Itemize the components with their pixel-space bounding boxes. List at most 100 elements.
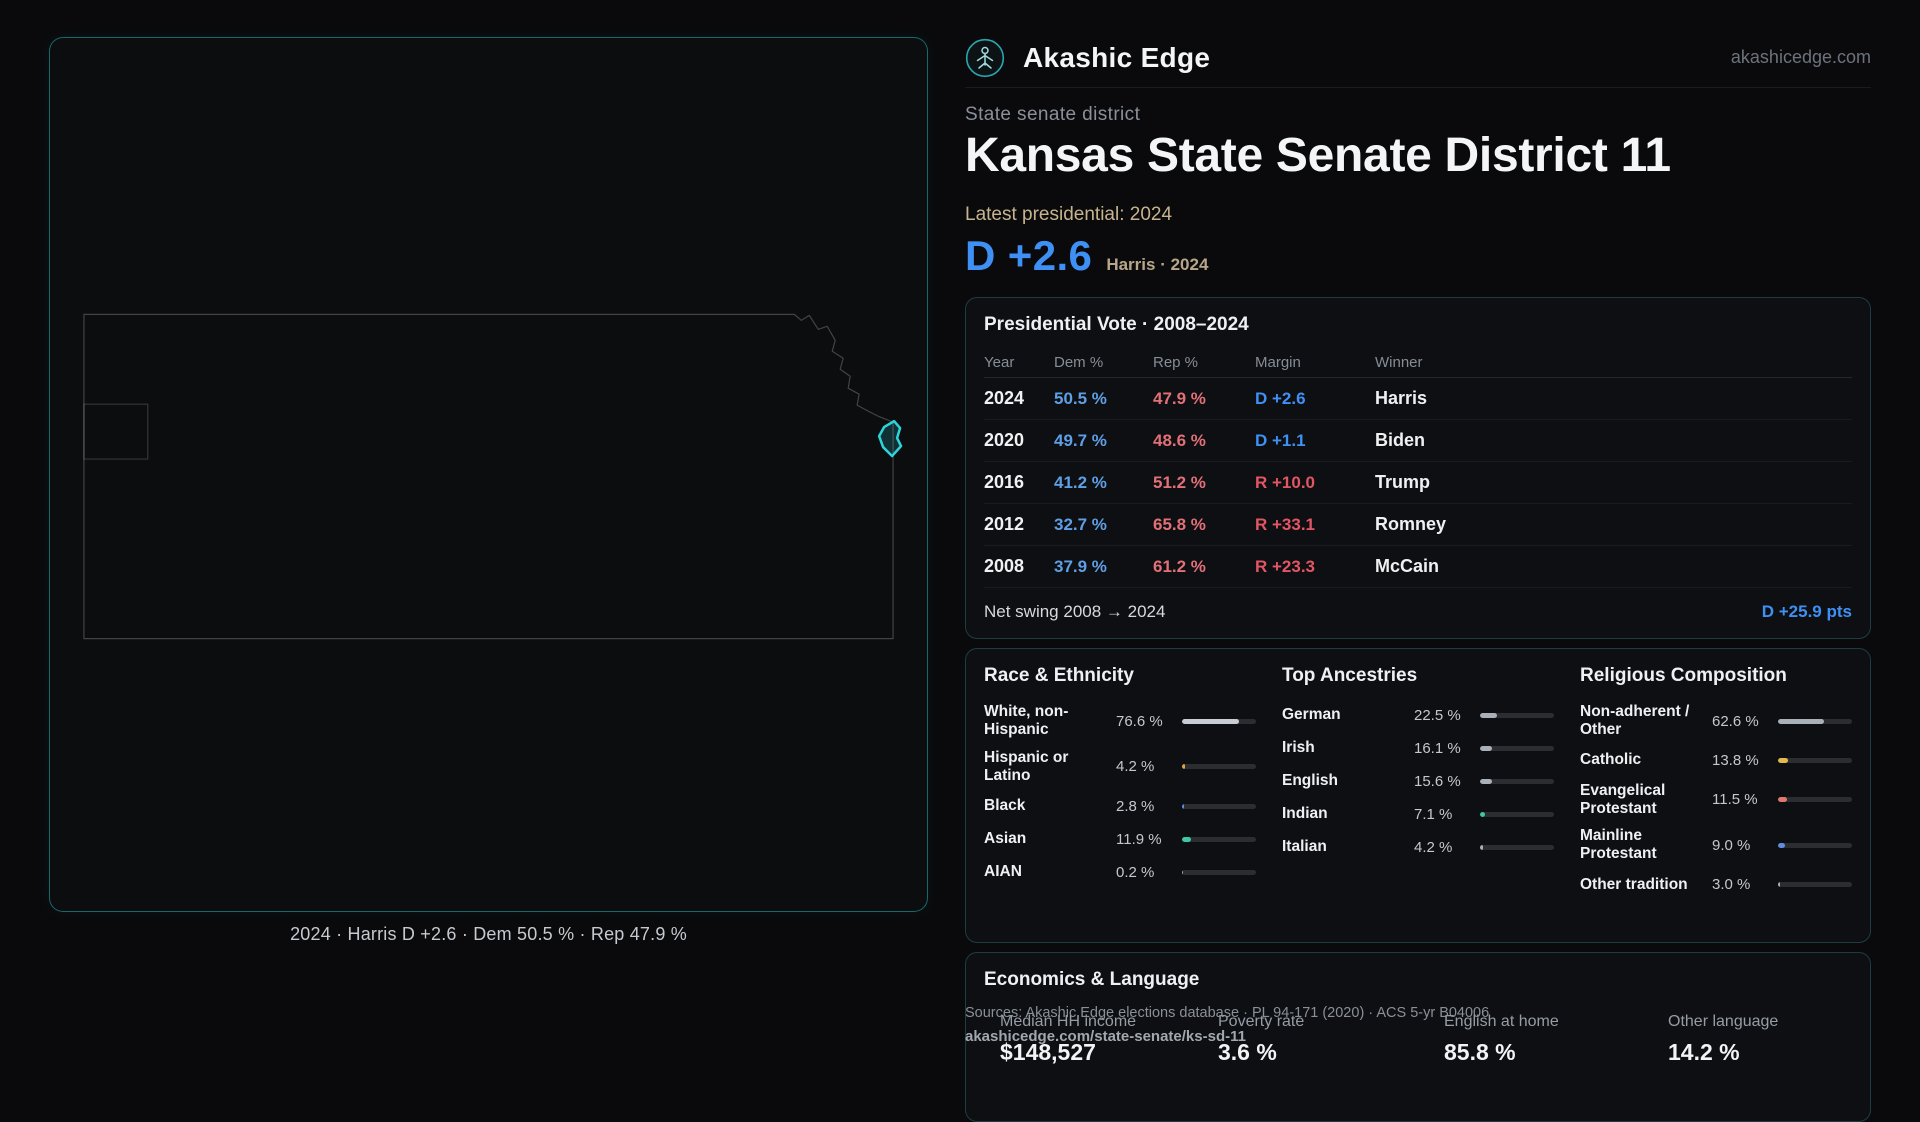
- district-11-shape[interactable]: [877, 419, 903, 458]
- econ-stat: Other language 14.2 %: [1668, 1013, 1852, 1066]
- page-title: Kansas State Senate District 11: [965, 129, 1671, 182]
- bar-fill: [1480, 778, 1492, 784]
- bar-fill: [1778, 797, 1787, 803]
- bar-track: [1182, 803, 1256, 809]
- ancestry-value: 22.5 %: [1414, 706, 1461, 724]
- econ-stat-label: Other language: [1668, 1013, 1779, 1030]
- econ-stat-value: 14.2 %: [1668, 1039, 1740, 1065]
- col-winner: Winner: [1375, 354, 1423, 371]
- county-box: [83, 403, 149, 460]
- col-year: Year: [984, 354, 1015, 371]
- vote-year: 2008: [984, 556, 1025, 576]
- ancestry-row: German 22.5 %: [1282, 703, 1554, 727]
- demographics-grid: Race & Ethnicity White, non-Hispanic 76.…: [984, 665, 1852, 906]
- religion-value: 11.5 %: [1712, 791, 1758, 809]
- bar-fill: [1182, 718, 1239, 724]
- bar-track: [1778, 718, 1852, 724]
- vote-winner: McCain: [1375, 556, 1440, 576]
- ancestry-label: Indian: [1282, 804, 1328, 822]
- econ-stat-label: English at home: [1444, 1013, 1559, 1030]
- ancestry-row: Irish 16.1 %: [1282, 736, 1554, 760]
- bar-track: [1182, 764, 1256, 770]
- presidential-vote-card: Presidential Vote · 2008–2024 Year Dem %…: [965, 297, 1871, 639]
- headline: D +2.6 Harris · 2024: [965, 232, 1208, 280]
- bar-track: [1778, 882, 1852, 888]
- econ-stat: Poverty rate 3.6 %: [1218, 1013, 1444, 1066]
- ancestry-value: 7.1 %: [1414, 805, 1453, 823]
- religion-label: Catholic: [1580, 751, 1642, 769]
- race-label: White, non-Hispanic: [984, 703, 1069, 739]
- ancestry-value: 15.6 %: [1414, 772, 1461, 790]
- vote-row: 2012 32.7 % 65.8 % R +33.1 Romney: [984, 504, 1852, 546]
- ancestry-row: Italian 4.2 %: [1282, 835, 1554, 859]
- econ-stat-label: Poverty rate: [1218, 1013, 1305, 1030]
- ancestry-value: 16.1 %: [1414, 739, 1461, 757]
- race-label: Asian: [984, 829, 1027, 847]
- econ-stat-value: $148,527: [1000, 1039, 1096, 1065]
- bar-track: [1480, 745, 1554, 751]
- map-caption: 2024 · Harris D +2.6 · Dem 50.5 % · Rep …: [290, 924, 687, 944]
- vote-margin: D +2.6: [1255, 388, 1306, 408]
- vote-year: 2012: [984, 514, 1025, 534]
- vote-dem-pct: 37.9 %: [1054, 556, 1107, 576]
- vote-winner: Harris: [1375, 388, 1428, 408]
- ancestry-label: English: [1282, 771, 1338, 789]
- bar-fill: [1182, 764, 1186, 770]
- site-header: Akashic Edge akashicedge.com: [965, 28, 1871, 88]
- religion-row: Evangelical Protestant 11.5 %: [1580, 782, 1852, 819]
- bar-fill: [1182, 803, 1185, 809]
- vote-rep-pct: 48.6 %: [1153, 430, 1206, 450]
- vote-margin: D +1.1: [1255, 430, 1306, 450]
- ancestry-label: Irish: [1282, 738, 1315, 756]
- religion-row: Non-adherent / Other 62.6 %: [1580, 703, 1852, 740]
- race-row: Asian 11.9 %: [984, 827, 1256, 851]
- econ-stat-label: Median HH income: [1000, 1013, 1137, 1030]
- race-row: Hispanic or Latino 4.2 %: [984, 749, 1256, 786]
- net-swing-label: Net swing 2008 → 2024: [984, 602, 1166, 621]
- bar-track: [1480, 712, 1554, 718]
- race-value: 4.2 %: [1116, 758, 1155, 776]
- net-swing-value: D +25.9 pts: [1761, 602, 1852, 621]
- site-domain-link[interactable]: akashicedge.com: [1730, 47, 1871, 67]
- religion-value: 62.6 %: [1712, 712, 1759, 730]
- vote-margin: R +10.0: [1255, 472, 1316, 492]
- vote-dem-pct: 49.7 %: [1054, 430, 1107, 450]
- race-value: 2.8 %: [1116, 797, 1155, 815]
- map-panel[interactable]: [49, 37, 928, 912]
- race-value: 0.2 %: [1116, 863, 1155, 881]
- religion-section: Religious Composition Non-adherent / Oth…: [1580, 665, 1852, 906]
- headline-sub: Harris · 2024: [1106, 255, 1209, 274]
- sources-footer: Sources: Akashic Edge elections database…: [965, 1005, 1489, 1045]
- vote-row: 2016 41.2 % 51.2 % R +10.0 Trump: [984, 462, 1852, 504]
- bar-fill: [1778, 842, 1785, 848]
- race-value: 76.6 %: [1116, 712, 1163, 730]
- vote-dem-pct: 32.7 %: [1054, 514, 1107, 534]
- vote-margin: R +23.3: [1255, 556, 1316, 576]
- vote-year: 2020: [984, 430, 1025, 450]
- race-label: Black: [984, 796, 1026, 814]
- col-margin: Margin: [1255, 354, 1301, 371]
- religion-label: Non-adherent / Other: [1580, 703, 1690, 739]
- vote-row: 2020 49.7 % 48.6 % D +1.1 Biden: [984, 420, 1852, 462]
- bar-fill: [1182, 869, 1183, 875]
- race-title: Race & Ethnicity: [984, 665, 1134, 686]
- bar-track: [1182, 836, 1256, 842]
- permalink[interactable]: akashicedge.com/state-senate/ks-sd-11: [965, 1028, 1246, 1045]
- kansas-outline: [83, 313, 894, 640]
- bar-fill: [1778, 718, 1825, 724]
- district-type-kicker: State senate district: [965, 104, 1141, 125]
- demographics-card: Race & Ethnicity White, non-Hispanic 76.…: [965, 648, 1871, 943]
- race-row: Black 2.8 %: [984, 794, 1256, 818]
- vote-year: 2016: [984, 472, 1025, 492]
- vote-rep-pct: 65.8 %: [1153, 514, 1206, 534]
- vote-row: 2024 50.5 % 47.9 % D +2.6 Harris: [984, 378, 1852, 420]
- econ-stat: English at home 85.8 %: [1444, 1013, 1668, 1066]
- kansas-map: [83, 313, 903, 640]
- ancestry-title: Top Ancestries: [1282, 665, 1418, 686]
- bar-track: [1182, 718, 1256, 724]
- vote-rep-pct: 51.2 %: [1153, 472, 1206, 492]
- race-section: Race & Ethnicity White, non-Hispanic 76.…: [984, 665, 1256, 906]
- vote-dem-pct: 41.2 %: [1054, 472, 1107, 492]
- race-label: Hispanic or Latino: [984, 748, 1069, 784]
- vote-winner: Biden: [1375, 430, 1426, 450]
